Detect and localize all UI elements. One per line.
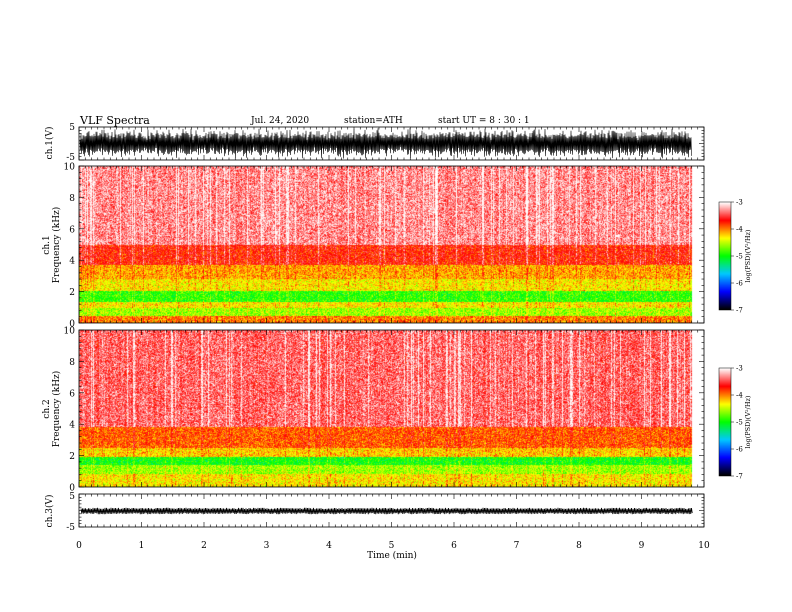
ch1-colorbar-gradient [719,202,731,310]
ch1-colorbar-tick-label: -4 [736,226,743,234]
start-time-label: start UT = 8 : 30 : 1 [438,116,530,126]
ch2-spectrogram-yticks: 0 2 4 6 8 10 [64,327,76,494]
ch1-colorbar: -3 -4 -5 -6 -7 log(PSD)(V²/Hz) [718,199,752,315]
ch2-spectrogram-ytick-label: 8 [69,358,75,368]
time-axis-tick-labels: 0 1 2 3 4 5 6 7 8 9 10 [76,541,710,551]
time-tick-label: 3 [264,541,270,551]
time-tick-label: 9 [639,541,645,551]
ch1-spectrogram-yticks: 0 2 4 6 8 10 [64,163,76,330]
time-axis-label: Time (min) [367,550,417,561]
station-label: station=ATH [344,116,403,126]
ch2-spectrogram-ytick-label: 0 [69,484,75,494]
time-tick-label: 2 [201,541,207,551]
time-tick-label: 7 [514,541,520,551]
ch1-spectrogram-ylabel-channel: ch.1 [42,235,52,254]
ch3-ytick-top: 5 [69,492,75,502]
ch1-spectrogram-ytick-label: 2 [69,288,75,298]
ch2-spectrogram-image [79,330,704,487]
ch1-colorbar-tick-label: -3 [736,199,743,207]
ch2-spectrogram-ytick-label: 6 [69,389,75,399]
ch2-spectrogram-panel: 0 2 4 6 8 10 ch.2 Frequency (kHz) [42,327,705,494]
ch1-ytick-bottom: -5 [66,153,75,163]
ch2-colorbar-tick-label: -3 [736,365,743,373]
ch2-colorbar-gradient [719,368,731,476]
ch1-waveform-ticks [78,126,705,161]
ch2-spectrogram-ytick-label: 4 [69,421,75,431]
ch1-spectrogram-ytick-label: 0 [69,320,75,330]
ch1-spectrogram-ylabel-frequency: Frequency (kHz) [51,207,62,284]
ch2-colorbar-ticks: -3 -4 -5 -6 -7 [731,365,743,481]
ch1-spectrogram-ytick-label: 8 [69,194,75,204]
ch2-colorbar-tick-label: -7 [736,473,743,481]
ch2-colorbar-tick-label: -6 [736,446,743,454]
ch1-colorbar-tick-label: -7 [736,307,743,315]
date-label: Jul. 24, 2020 [250,116,309,126]
ch2-colorbar-label: log(PSD)(V²/Hz) [744,395,752,448]
time-tick-label: 8 [576,541,582,551]
ch2-spectrogram-ytick-label: 2 [69,452,75,462]
ch3-waveform-line [80,507,693,515]
ch3-waveform-ticks [78,493,705,528]
ch3-waveform-ylabel: ch.3(V) [44,495,55,528]
ch3-ytick-bottom: -5 [66,523,75,533]
ch1-colorbar-label: log(PSD)(V²/Hz) [744,229,752,282]
ch1-colorbar-tick-label: -5 [736,253,743,261]
time-tick-label: 1 [139,541,145,551]
time-tick-label: 4 [326,541,332,551]
ch1-spectrogram-ytick-label: 4 [69,257,75,267]
ch3-waveform-panel: 5 -5 ch.3(V) 0 1 2 3 4 5 6 7 8 9 10 Time (min) [44,492,710,561]
ch1-colorbar-ticks: -3 -4 -5 -6 -7 [731,199,743,315]
ch2-colorbar: -3 -4 -5 -6 -7 log(PSD)(V²/Hz) [718,365,752,481]
ch1-ytick-top: 5 [69,123,75,133]
ch1-waveform-ylabel: ch.1(V) [44,127,55,160]
ch1-spectrogram-image [79,166,704,323]
ch1-waveform-line [79,127,692,159]
time-tick-label: 10 [698,541,710,551]
ch2-colorbar-tick-label: -5 [736,419,743,427]
ch1-spectrogram-ytick-label: 6 [69,225,75,235]
ch1-spectrogram-ticks [78,165,705,324]
ch2-colorbar-tick-label: -4 [736,392,743,400]
ch2-spectrogram-ticks [78,329,705,488]
ch1-waveform-panel: 5 -5 ch.1(V) [44,123,705,163]
figure-title: VLF Spectra [79,114,150,127]
ch1-colorbar-tick-label: -6 [736,280,743,288]
ch2-spectrogram-ylabel-channel: ch.2 [42,399,52,418]
ch2-spectrogram-ylabel-frequency: Frequency (kHz) [51,371,62,448]
ch1-spectrogram-panel: 0 2 4 6 8 10 ch.1 Frequency (kHz) [42,163,705,330]
time-tick-label: 5 [389,541,395,551]
time-tick-label: 0 [76,541,82,551]
time-tick-label: 6 [451,541,457,551]
ch1-spectrogram-ytick-label: 10 [64,163,76,173]
ch2-spectrogram-ytick-label: 10 [64,327,76,337]
